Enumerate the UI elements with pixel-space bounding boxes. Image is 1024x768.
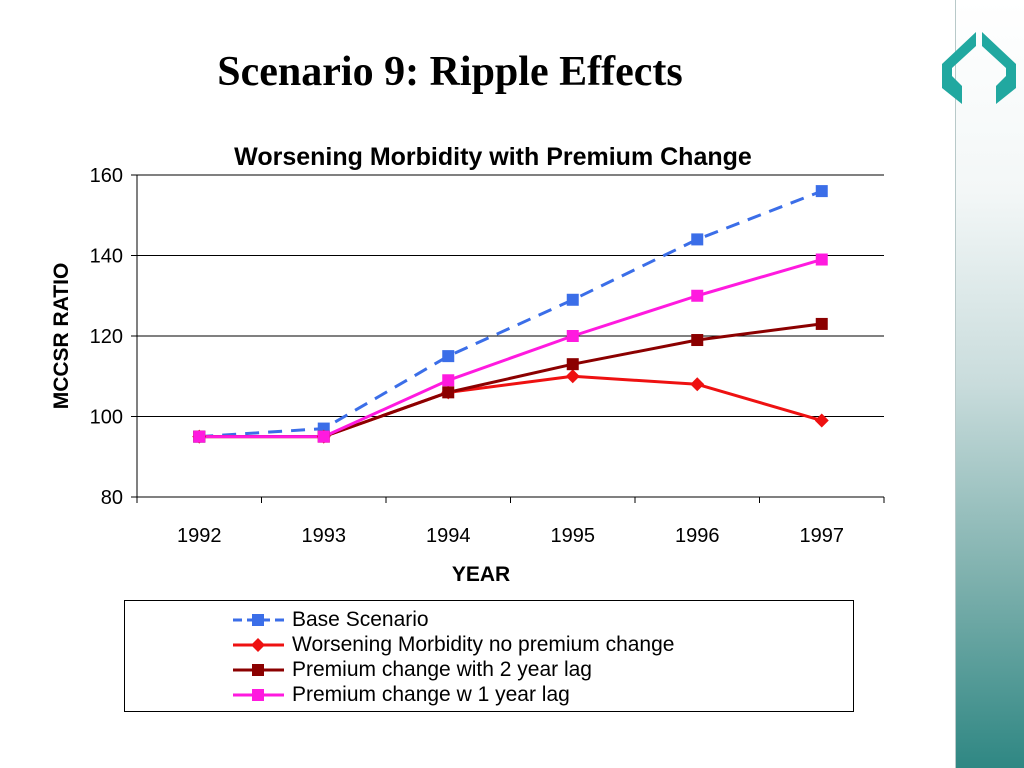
legend-label: Premium change with 2 year lag xyxy=(292,657,592,681)
data-point-series-3 xyxy=(566,330,579,342)
series-line-1 xyxy=(199,374,823,439)
x-tick-label: 1995 xyxy=(551,525,596,547)
legend-swatch xyxy=(233,613,284,626)
legend-label: Premium change w 1 year lag xyxy=(292,682,570,706)
series-line-0 xyxy=(199,189,823,439)
legend-swatch-marker xyxy=(252,688,264,701)
data-point-series-0 xyxy=(442,350,455,363)
data-point-series-1 xyxy=(690,377,705,392)
legend-swatch-marker xyxy=(252,663,264,676)
x-tick-label: 1994 xyxy=(426,525,471,547)
legend-item: Base Scenario xyxy=(231,607,429,632)
data-point-series-0 xyxy=(566,293,579,306)
legend-item: Premium change with 2 year lag xyxy=(231,657,592,682)
data-point-series-1 xyxy=(565,369,580,384)
legend-swatch-marker xyxy=(252,613,264,626)
data-point-series-3 xyxy=(442,374,455,387)
x-tick-label: 1993 xyxy=(302,525,347,547)
legend-item: Premium change w 1 year lag xyxy=(231,682,570,707)
legend-label: Worsening Morbidity no premium change xyxy=(292,632,675,656)
side-decoration-band xyxy=(955,0,1024,768)
x-axis-label: YEAR xyxy=(452,563,510,586)
data-point-series-2 xyxy=(691,334,704,347)
series-line-2 xyxy=(199,322,822,439)
x-tick-label: 1992 xyxy=(177,525,222,547)
line-chart: Worsening Morbidity with Premium Change 8… xyxy=(50,143,885,586)
data-point-series-3 xyxy=(691,289,704,302)
y-tick-label: 100 xyxy=(90,407,123,429)
y-tick-label: 120 xyxy=(90,326,123,348)
data-point-series-2 xyxy=(566,358,579,371)
data-point-series-0 xyxy=(815,185,828,198)
y-axis-label: MCCSR RATIO xyxy=(50,263,73,410)
logo-right-mark xyxy=(982,32,1016,104)
data-point-series-3 xyxy=(815,253,828,266)
logo-left-mark xyxy=(942,32,976,104)
data-point-series-3 xyxy=(193,430,206,443)
legend-swatch xyxy=(233,637,284,652)
y-tick-label: 160 xyxy=(90,165,123,187)
slide-title: Scenario 9: Ripple Effects xyxy=(217,49,683,95)
y-tick-label: 140 xyxy=(90,246,123,268)
chart-legend: Base Scenario Worsening Morbidity no prem… xyxy=(124,600,854,712)
x-tick-label: 1996 xyxy=(675,525,720,547)
series-line-3 xyxy=(199,258,823,439)
legend-swatch xyxy=(233,688,284,701)
logo xyxy=(942,32,1016,104)
y-tick-label: 80 xyxy=(101,487,123,509)
data-point-series-2 xyxy=(442,386,455,399)
legend-item: Worsening Morbidity no premium change xyxy=(231,632,674,657)
data-point-series-1 xyxy=(814,413,829,428)
legend-swatch-marker xyxy=(251,637,265,652)
chart-title: Worsening Morbidity with Premium Change xyxy=(234,143,752,171)
data-point-series-3 xyxy=(317,430,330,443)
legend-label: Base Scenario xyxy=(292,607,429,631)
x-tick-label: 1997 xyxy=(800,525,845,547)
data-point-series-2 xyxy=(815,317,828,330)
legend-swatch xyxy=(233,663,284,676)
data-point-series-0 xyxy=(691,233,704,246)
